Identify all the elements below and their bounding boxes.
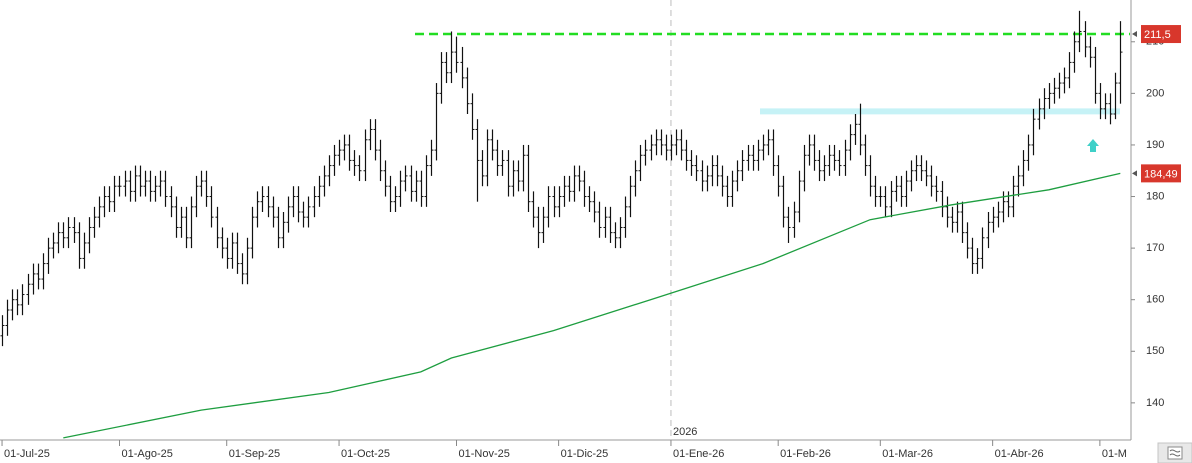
x-tick-label: 01-Dic-25 — [561, 448, 609, 460]
price-axis-panel — [1131, 0, 1192, 463]
price-tag-label: 184,49 — [1144, 168, 1178, 180]
price-tag-pointer — [1132, 31, 1137, 38]
settings-icon — [1167, 446, 1183, 460]
x-tick-label: 01-Feb-26 — [780, 448, 831, 460]
settings-icon-waves — [1169, 449, 1181, 457]
price-tag-pointer — [1132, 170, 1137, 177]
x-tick-label: 01-Jul-25 — [4, 448, 50, 460]
price-tag — [1141, 164, 1181, 183]
signal-arrow — [1087, 139, 1099, 152]
x-tick-label: 01-Ago-25 — [121, 448, 172, 460]
x-tick-label: 01-M — [1102, 448, 1127, 460]
y-tick-label: 180 — [1146, 190, 1164, 202]
year-label: 2026 — [673, 426, 697, 438]
y-tick-label: 150 — [1146, 345, 1164, 357]
price-tag — [1141, 25, 1181, 44]
moving-average — [63, 172, 1121, 439]
x-tick-label: 01-Ene-26 — [673, 448, 724, 460]
x-tick-label: 01-Abr-26 — [995, 448, 1044, 460]
x-tick-label: 01-Nov-25 — [458, 448, 509, 460]
x-tick-label: 01-Oct-25 — [341, 448, 390, 460]
y-tick-label: 160 — [1146, 294, 1164, 306]
plot-layer — [0, 0, 1130, 440]
x-tick-label: 01-Sep-25 — [229, 448, 280, 460]
y-tick-label: 200 — [1146, 87, 1164, 99]
y-tick-label: 190 — [1146, 139, 1164, 151]
x-tick-label: 01-Mar-26 — [882, 448, 933, 460]
plot-area — [0, 0, 1130, 440]
price-tag-label: 211,5 — [1144, 29, 1171, 41]
overlay-layer: 202614015016017018019020021001-Jul-2501-… — [1, 25, 1181, 460]
y-tick-label: 170 — [1146, 242, 1164, 254]
y-tick-label: 140 — [1146, 397, 1164, 409]
